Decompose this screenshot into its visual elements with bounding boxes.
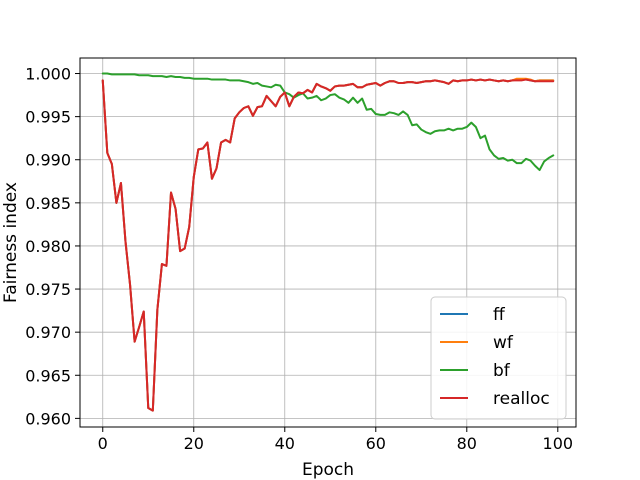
legend-label-wf: wf [493,333,514,353]
y-tick-label: 0.960 [25,409,71,428]
series-line-bf [101,72,555,172]
legend: ff wf bf realloc [430,296,567,420]
legend-label-bf: bf [493,361,511,381]
y-tick-label: 0.990 [25,151,71,170]
y-tick-label: 0.970 [25,323,71,342]
x-axis-label: Epoch [302,460,354,480]
x-tick-label: 40 [275,434,295,453]
legend-items: ff wf bf realloc [440,305,550,409]
legend-label-realloc: realloc [493,389,550,409]
y-tick-label: 0.975 [25,280,71,299]
legend-box [430,296,567,420]
y-axis-ticks: 0.960 0.965 0.970 0.975 0.980 0.985 0.990 0.995… [25,65,80,428]
x-tick-label: 80 [457,434,477,453]
x-tick-label: 60 [366,434,386,453]
y-axis-label: Fairness index [1,182,21,303]
y-tick-label: 0.965 [25,366,71,385]
y-tick-label: 0.985 [25,194,71,213]
x-axis-ticks: 0 20 40 60 80 100 [98,427,573,453]
y-tick-label: 1.000 [25,65,71,84]
y-tick-label: 0.980 [25,237,71,256]
axes-frame [79,57,577,428]
legend-label-ff: ff [493,305,506,325]
x-tick-label: 100 [543,434,574,453]
x-tick-label: 20 [184,434,204,453]
y-tick-label: 0.995 [25,108,71,127]
series-lines [101,72,555,412]
x-tick-label: 0 [98,434,108,453]
grid [80,58,576,427]
series-line-realloc [101,78,555,412]
